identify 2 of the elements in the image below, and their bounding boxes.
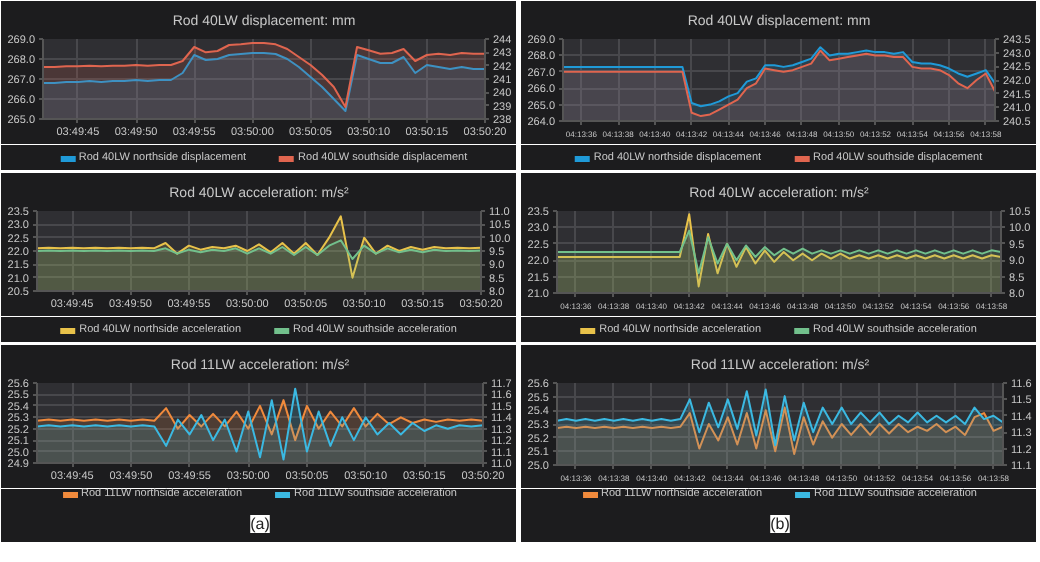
text: (a) [250, 515, 271, 533]
text: (b) [770, 515, 791, 533]
